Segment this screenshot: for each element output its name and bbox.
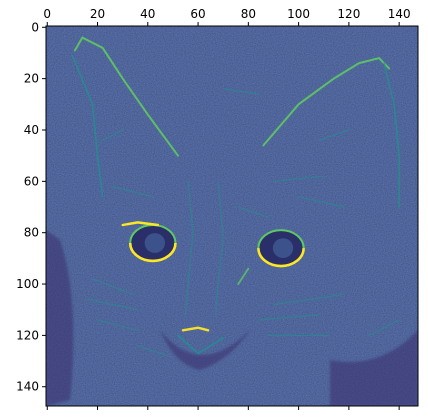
left-eye-upper-highlight — [121, 221, 160, 227]
fur-streak — [272, 175, 325, 182]
right-eye-pupil — [272, 238, 294, 258]
x-tick-label: 80 — [241, 7, 256, 21]
left-eye-pupil — [144, 233, 166, 253]
y-tick-label: 100 — [16, 277, 39, 291]
right-eye-lower-highlight — [257, 248, 305, 268]
left-eye-lower-highlight — [128, 242, 177, 263]
dark-regions — [46, 230, 418, 406]
right-ear-edge — [262, 56, 391, 147]
fur-streak — [222, 88, 259, 95]
x-tick-label: 140 — [388, 7, 411, 21]
y-tick-label: 80 — [24, 226, 39, 240]
fur-streak — [298, 196, 345, 208]
fur-streak — [102, 129, 124, 141]
x-tick-label: 60 — [190, 7, 205, 21]
x-tick-label: 0 — [43, 7, 51, 21]
x-axis-top: 0 20 40 60 80 100 120 140 — [43, 7, 411, 410]
cheek-highlight — [237, 267, 250, 285]
y-axis-left: 0 20 40 60 80 100 120 140 — [16, 20, 46, 394]
right-ear-outer-edge — [383, 62, 400, 208]
x-tick-label: 40 — [140, 7, 155, 21]
y-tick-label: 120 — [16, 328, 39, 342]
nose-bridge-left — [184, 180, 194, 316]
plot-frame — [45, 25, 419, 407]
y-tick-label: 0 — [31, 20, 39, 34]
mouth-edge — [177, 334, 225, 355]
x-tick-label: 120 — [337, 7, 360, 21]
fur-streak — [272, 293, 345, 306]
fur-streak — [257, 314, 320, 321]
fur-streak — [112, 185, 154, 198]
fur-streak — [368, 319, 400, 336]
fur-streak — [86, 298, 139, 311]
y-tick-label: 60 — [24, 174, 39, 188]
x-tick-label: 100 — [287, 7, 310, 21]
fur-streak — [318, 129, 350, 141]
fur-streak — [96, 319, 139, 331]
y-tick-label: 140 — [16, 380, 39, 394]
fur-streak — [137, 345, 169, 357]
heatmap-texture — [46, 26, 418, 406]
edge-features — [71, 36, 400, 357]
left-ear-edge — [73, 36, 179, 157]
heatmap-image — [46, 26, 418, 406]
nose-highlight — [181, 326, 210, 332]
nose-bridge-right — [215, 180, 224, 316]
fur-streak — [237, 206, 269, 218]
fur-streak — [91, 278, 134, 295]
y-tick-label: 20 — [24, 72, 39, 86]
left-ear-outer-edge — [71, 54, 104, 198]
y-tick-label: 40 — [24, 123, 39, 137]
x-tick-label: 20 — [90, 7, 105, 21]
